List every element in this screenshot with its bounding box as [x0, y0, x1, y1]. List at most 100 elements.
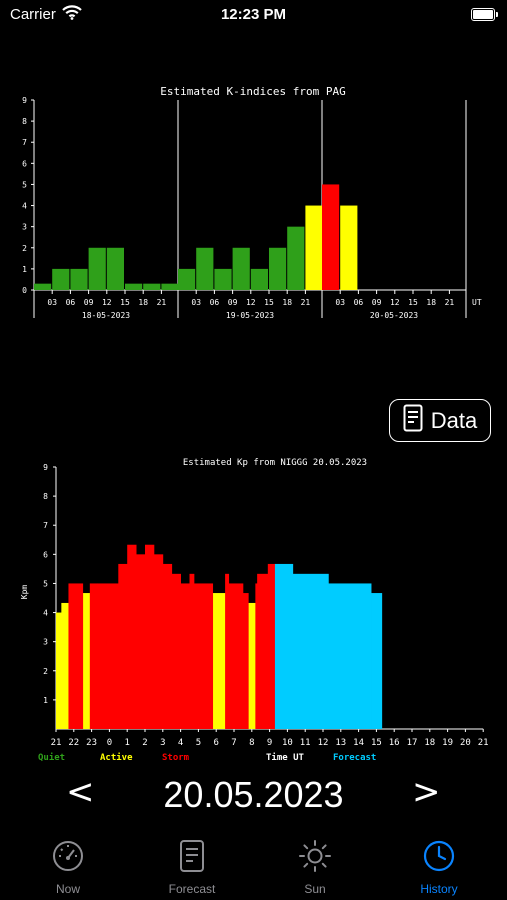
selected-date: 20.05.2023 [163, 774, 344, 815]
x-tick-label: 2 [142, 738, 147, 748]
x-tick-label: 13 [335, 738, 346, 748]
x-tick-label: 03 [335, 298, 345, 307]
x-tick-label: 10 [282, 738, 293, 748]
x-tick-label: 09 [372, 298, 382, 307]
x-tick-label: 06 [210, 298, 220, 307]
legend-label: Active [100, 752, 133, 763]
x-tick-label: 16 [389, 738, 400, 748]
x-tick-label: 0 [107, 738, 112, 748]
tab-history[interactable]: History [384, 838, 494, 896]
kp-bar [255, 583, 258, 729]
x-tick-label: 09 [228, 298, 238, 307]
y-tick-label: 8 [22, 117, 27, 126]
y-tick-label: 5 [43, 579, 48, 588]
x-tick-label: 17 [407, 738, 418, 748]
k-index-bar [161, 283, 179, 290]
data-button-label: Data [430, 407, 478, 433]
kp-bar [118, 563, 128, 729]
k-index-bar [178, 268, 196, 290]
legend-label: Quiet [38, 752, 65, 763]
kp-bar [371, 593, 383, 729]
y-axis-label: Kpm [20, 585, 29, 600]
x-tick-label: 15 [408, 298, 418, 307]
x-tick-label: 9 [267, 738, 272, 748]
x-tick-label: 8 [249, 738, 254, 748]
legend-label: Time UT [266, 752, 305, 763]
x-tick-label: 23 [86, 738, 97, 748]
y-tick-label: 3 [22, 223, 27, 232]
tab-forecast[interactable]: Forecast [137, 838, 247, 896]
y-tick-label: 8 [43, 492, 48, 501]
k-indices-chart: Estimated K-indices from PAG 01234567890… [22, 85, 482, 320]
y-tick-label: 7 [43, 521, 48, 530]
x-tick-label: 7 [231, 738, 236, 748]
x-tick-label: 18 [426, 298, 436, 307]
kp-bar [212, 593, 226, 729]
k-index-bar [196, 247, 214, 290]
x-tick-label: 03 [191, 298, 201, 307]
k-index-bar [322, 184, 340, 290]
k-index-bar [125, 283, 143, 290]
y-tick-label: 9 [22, 96, 27, 105]
x-tick-label: 21 [301, 298, 311, 307]
x-tick-label: 12 [246, 298, 256, 307]
legend-label: Storm [162, 753, 190, 763]
x-tick-label: 15 [371, 738, 382, 748]
k-index-bar [52, 268, 70, 290]
kp-bar [274, 563, 294, 729]
y-tick-label: 7 [22, 138, 27, 147]
x-tick-label: 21 [478, 738, 489, 748]
x-tick-label: 20 [460, 738, 471, 748]
x-tick-label: 4 [178, 738, 183, 748]
legend-label: Forecast [333, 753, 376, 763]
tab-now[interactable]: Now [13, 838, 123, 896]
x-tick-label: 12 [102, 298, 112, 307]
x-tick-label: 12 [318, 738, 329, 748]
kp-bar [171, 573, 181, 729]
kp-bar [96, 583, 119, 729]
kp-bar [162, 563, 173, 729]
document-icon [403, 404, 423, 437]
kp-bar [228, 583, 244, 729]
k-index-bar [88, 247, 106, 290]
k-index-bar [106, 247, 124, 290]
day-date-label: 18-05-2023 [82, 311, 130, 320]
x-tick-label: 21 [157, 298, 167, 307]
y-tick-label: 6 [43, 550, 48, 559]
clock-icon [384, 838, 494, 874]
tab-label: Forecast [168, 882, 216, 896]
date-navigator: < 20.05.2023 > [0, 772, 507, 822]
kp-bar [153, 554, 164, 729]
y-tick-label: 2 [22, 244, 27, 253]
x-tick-label: 18 [282, 298, 292, 307]
chart-title: Estimated Kp from NIGGG 20.05.2023 [183, 458, 367, 468]
day-date-label: 20-05-2023 [370, 311, 418, 320]
battery-icon [471, 8, 498, 21]
document-icon [137, 838, 247, 874]
kp-bar [267, 563, 276, 729]
k-index-bar [269, 247, 287, 290]
kp-bar [242, 593, 249, 729]
next-date-button[interactable]: > [412, 772, 441, 812]
x-tick-label: 3 [160, 738, 165, 748]
k-index-bar [250, 268, 268, 290]
kp-bar [225, 573, 230, 729]
x-tick-label: 06 [354, 298, 364, 307]
data-button[interactable]: Data [389, 399, 491, 442]
kp-bar [328, 583, 372, 729]
kp-bar [248, 602, 256, 729]
x-tick-label: 09 [84, 298, 94, 307]
day-date-label: 19-05-2023 [226, 311, 274, 320]
tab-sun[interactable]: Sun [260, 838, 370, 896]
sun-icon [260, 838, 370, 874]
x-tick-label: 15 [120, 298, 130, 307]
kp-bar [61, 602, 69, 729]
kp-bar [145, 544, 155, 729]
previous-date-button[interactable]: < [66, 772, 95, 812]
kp-bar [68, 583, 84, 729]
k-index-bar [143, 283, 161, 290]
x-unit-label: UT [472, 298, 482, 307]
y-tick-label: 4 [22, 202, 27, 211]
y-tick-label: 3 [43, 638, 48, 647]
x-tick-label: 21 [445, 298, 455, 307]
